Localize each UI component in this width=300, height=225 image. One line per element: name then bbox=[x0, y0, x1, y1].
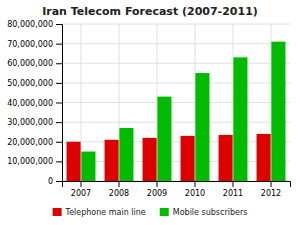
tick-mark bbox=[56, 103, 62, 104]
tick: 2007 bbox=[71, 181, 91, 198]
grid-line-y bbox=[62, 82, 290, 83]
bar bbox=[219, 135, 233, 181]
grid-line-x bbox=[157, 24, 158, 181]
tick-label: 30,000,000 bbox=[7, 118, 53, 127]
tick: 40,000,000 bbox=[7, 99, 62, 108]
y-axis: 0 10,000,000 20,000,000 30,000,000 40,000,00… bbox=[7, 20, 62, 186]
tick: 80,000,000 bbox=[7, 20, 62, 29]
tick-label: 80,000,000 bbox=[7, 20, 53, 29]
tick-label: 0 bbox=[48, 177, 53, 186]
title: Iran Telecom Forecast (2007-2011) bbox=[42, 5, 258, 18]
tick-mark bbox=[233, 181, 234, 187]
bar bbox=[257, 134, 271, 181]
plot: 0 10,000,000 20,000,000 30,000,000 40,000,00… bbox=[7, 20, 290, 198]
tick: 2011 bbox=[223, 181, 243, 198]
bar bbox=[143, 138, 157, 181]
tick-label: 2009 bbox=[147, 189, 167, 198]
axis-line bbox=[63, 182, 291, 188]
tick-label: 10,000,000 bbox=[7, 157, 53, 166]
tick-mark bbox=[56, 161, 62, 162]
grid-line-y bbox=[62, 141, 290, 142]
tick-label: 70,000,000 bbox=[7, 40, 53, 49]
tick-mark bbox=[56, 122, 62, 123]
bar bbox=[195, 73, 209, 181]
tick-mark bbox=[56, 63, 62, 64]
bars bbox=[67, 42, 286, 181]
tick-label: 50,000,000 bbox=[7, 79, 53, 88]
legend-item: Mobile subscribers bbox=[160, 208, 248, 217]
tick: 10,000,000 bbox=[7, 157, 62, 166]
bar bbox=[157, 97, 171, 181]
grid-line-x bbox=[271, 24, 272, 181]
tick-mark bbox=[81, 181, 82, 187]
tick-label: 2010 bbox=[185, 189, 205, 198]
grid-line-x bbox=[81, 24, 82, 181]
bar bbox=[105, 140, 119, 181]
tick-mark bbox=[271, 181, 272, 187]
tick: 2008 bbox=[109, 181, 129, 198]
tick: 70,000,000 bbox=[7, 40, 62, 49]
tick: 0 bbox=[48, 177, 62, 186]
tick-mark bbox=[56, 24, 62, 25]
tick-mark bbox=[56, 44, 62, 45]
tick: 30,000,000 bbox=[7, 118, 62, 127]
tick-label: 2007 bbox=[71, 189, 91, 198]
grid-line-x bbox=[233, 24, 234, 181]
tick-label: 60,000,000 bbox=[7, 59, 53, 68]
tick-mark bbox=[56, 142, 62, 143]
x-axis: 2007 2008 2009 2010 2011 2012 bbox=[63, 181, 291, 198]
tick: 60,000,000 bbox=[7, 59, 62, 68]
grid bbox=[62, 24, 290, 181]
grid-line-y bbox=[62, 161, 290, 162]
tick-mark bbox=[195, 181, 196, 187]
tick: 20,000,000 bbox=[7, 138, 62, 147]
bar bbox=[67, 142, 81, 181]
bar bbox=[181, 136, 195, 181]
legend-label: Telephone main line bbox=[65, 208, 146, 217]
grid-line-y bbox=[62, 122, 290, 123]
tick: 2010 bbox=[185, 181, 205, 198]
grid-line-x bbox=[195, 24, 196, 181]
grid-line-y bbox=[62, 102, 290, 103]
tick-mark bbox=[56, 181, 62, 182]
tick-label: 2008 bbox=[109, 189, 129, 198]
bar bbox=[81, 152, 95, 181]
legend-label: Mobile subscribers bbox=[173, 208, 248, 217]
axis-line bbox=[56, 25, 63, 182]
tick-label: 2011 bbox=[223, 189, 243, 198]
legend-swatch bbox=[53, 208, 62, 216]
tick-label: 40,000,000 bbox=[7, 99, 53, 108]
legend-item: Telephone main line bbox=[53, 208, 146, 217]
grid-line-x bbox=[119, 24, 120, 181]
tick: 50,000,000 bbox=[7, 79, 62, 88]
tick: 2009 bbox=[147, 181, 167, 198]
grid-line-y bbox=[62, 43, 290, 44]
legend-swatch bbox=[160, 208, 169, 216]
tick-label: 2012 bbox=[261, 189, 281, 198]
bar-series bbox=[81, 42, 285, 181]
tick-mark bbox=[56, 83, 62, 84]
grid-line-y bbox=[62, 63, 290, 64]
grid-line-y bbox=[62, 24, 290, 25]
bar bbox=[271, 42, 285, 181]
legend: Telephone main line Mobile subscribers bbox=[53, 208, 248, 217]
tick-mark bbox=[119, 181, 120, 187]
tick-label: 20,000,000 bbox=[7, 138, 53, 147]
bar bbox=[119, 128, 133, 181]
tick-mark bbox=[157, 181, 158, 187]
bar bbox=[233, 57, 247, 181]
tick: 2012 bbox=[261, 181, 281, 198]
chart: Iran Telecom Forecast (2007-2011) 0 10,000… bbox=[0, 0, 300, 225]
